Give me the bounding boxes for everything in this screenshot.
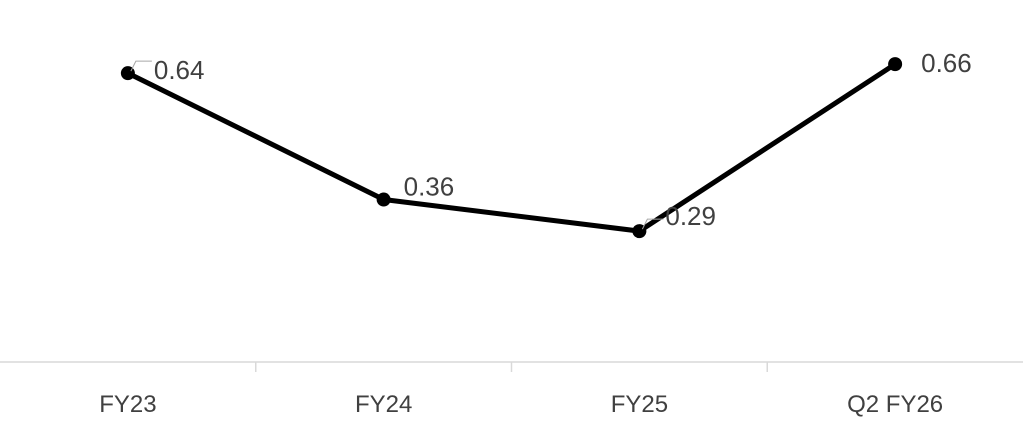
data-point-q2-fy26 <box>888 57 903 72</box>
x-tick-label: FY24 <box>355 391 412 418</box>
data-label-leader <box>641 218 664 230</box>
data-point-fy24 <box>376 192 391 207</box>
series-line <box>125 61 898 234</box>
data-label: 0.64 <box>154 55 205 85</box>
x-tick-label: Q2 FY26 <box>847 391 943 418</box>
data-label: 0.66 <box>921 48 972 78</box>
series-layer <box>120 57 903 239</box>
data-label: 0.29 <box>665 201 716 231</box>
x-tick-label: FY25 <box>611 391 668 418</box>
data-labels: 0.64 0.36 0.29 0.66 <box>130 48 972 231</box>
category-labels: FY23 FY24 FY25 Q2 FY26 <box>99 391 943 418</box>
x-tick-label: FY23 <box>99 391 156 418</box>
x-axis <box>0 361 1023 372</box>
data-label-leader <box>130 60 152 72</box>
data-label: 0.36 <box>404 172 455 202</box>
